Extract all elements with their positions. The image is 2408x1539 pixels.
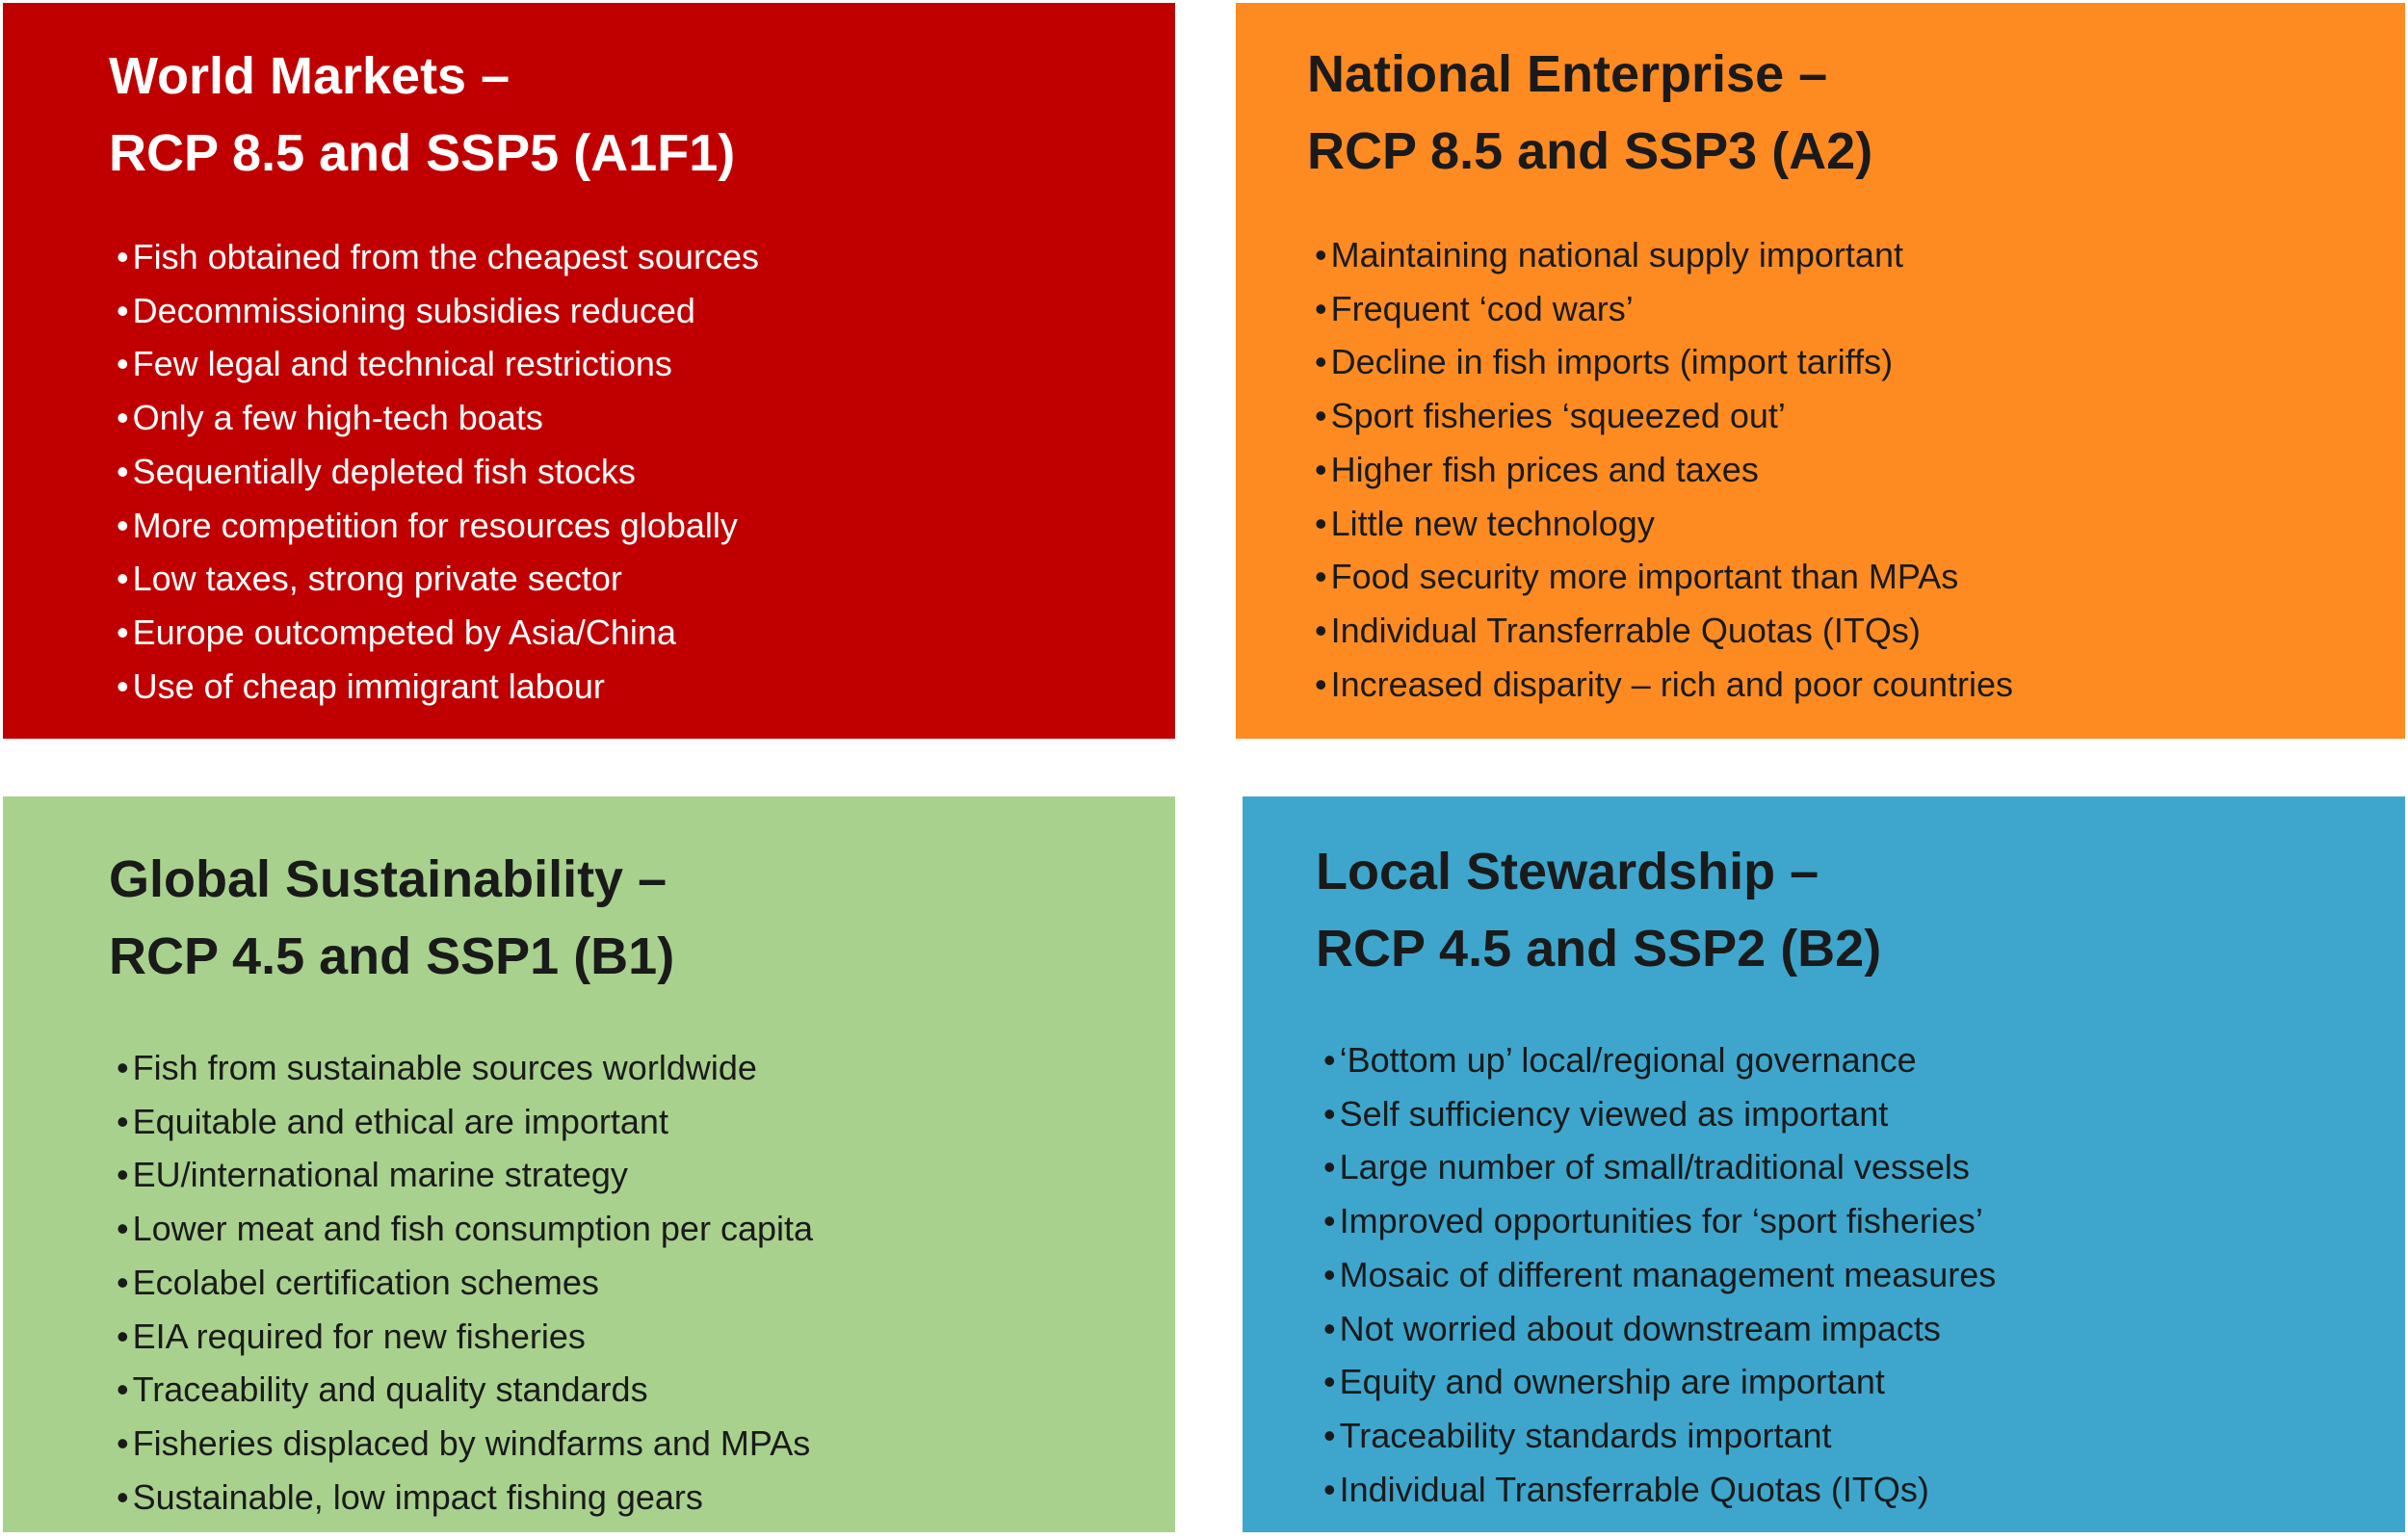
bullet-item: Fish from sustainable sources worldwide xyxy=(117,1041,1175,1095)
bullet-item: Equity and ownership are important xyxy=(1323,1355,2405,1409)
bullet-item: Ecolabel certification schemes xyxy=(117,1256,1175,1310)
bullet-list: Fish obtained from the cheapest sourcesD… xyxy=(117,230,1175,713)
scenario-heading: Local Stewardship – xyxy=(1316,843,1819,900)
scenario-box: Global Sustainability – RCP 4.5 and SSP1 … xyxy=(3,796,1175,1532)
bullet-item: Sequentially depleted fish stocks xyxy=(117,445,1175,499)
bullet-item: Large number of small/traditional vessel… xyxy=(1323,1140,2405,1194)
scenario-box: World Markets – RCP 8.5 and SSP5 (A1F1) Fi… xyxy=(3,3,1175,739)
bullet-item: Frequent ‘cod wars’ xyxy=(1315,282,2405,336)
bullet-list: ‘Bottom up’ local/regional governanceSel… xyxy=(1323,1033,2405,1516)
bullet-item: Not worried about downstream impacts xyxy=(1323,1302,2405,1356)
bullet-item: Little new technology xyxy=(1315,497,2405,551)
bullet-item: ‘Bottom up’ local/regional governance xyxy=(1323,1033,2405,1087)
scenario-box: National Enterprise – RCP 8.5 and SSP3 (A… xyxy=(1236,3,2405,739)
bullet-item: Self sufficiency viewed as important xyxy=(1323,1087,2405,1141)
scenario-subheading: RCP 8.5 and SSP5 (A1F1) xyxy=(109,124,736,182)
bullet-item: Traceability standards important xyxy=(1323,1409,2405,1463)
bullet-item: Mosaic of different management measures xyxy=(1323,1248,2405,1302)
bullet-item: EIA required for new fisheries xyxy=(117,1310,1175,1364)
bullet-item: Maintaining national supply important xyxy=(1315,228,2405,282)
scenario-subheading: RCP 4.5 and SSP1 (B1) xyxy=(109,927,675,985)
bullet-item: Only a few high-tech boats xyxy=(117,391,1175,445)
bullet-item: Lower meat and fish consumption per capi… xyxy=(117,1202,1175,1256)
bullet-list: Maintaining national supply importantFre… xyxy=(1315,228,2405,711)
bullet-list: Fish from sustainable sources worldwideE… xyxy=(117,1041,1175,1524)
bullet-item: Individual Transferrable Quotas (ITQs) xyxy=(1323,1463,2405,1517)
bullet-item: Increased disparity – rich and poor coun… xyxy=(1315,658,2405,712)
bullet-item: Sport fisheries ‘squeezed out’ xyxy=(1315,389,2405,443)
bullet-item: Individual Transferrable Quotas (ITQs) xyxy=(1315,604,2405,658)
bullet-item: Low taxes, strong private sector xyxy=(117,552,1175,606)
scenario-subheading: RCP 8.5 and SSP3 (A2) xyxy=(1307,122,1873,180)
bullet-item: Fish obtained from the cheapest sources xyxy=(117,230,1175,284)
bullet-item: Equitable and ethical are important xyxy=(117,1095,1175,1149)
bullet-item: More competition for resources globally xyxy=(117,499,1175,553)
scenario-heading: National Enterprise – xyxy=(1307,45,1828,103)
scenario-box: Local Stewardship – RCP 4.5 and SSP2 (B2)… xyxy=(1243,796,2405,1532)
scenario-heading: Global Sustainability – xyxy=(109,850,667,908)
bullet-item: EU/international marine strategy xyxy=(117,1148,1175,1202)
bullet-item: Traceability and quality standards xyxy=(117,1363,1175,1417)
scenario-subheading: RCP 4.5 and SSP2 (B2) xyxy=(1316,920,1882,978)
bullet-item: Decommissioning subsidies reduced xyxy=(117,284,1175,338)
bullet-item: Europe outcompeted by Asia/China xyxy=(117,606,1175,660)
bullet-item: Food security more important than MPAs xyxy=(1315,550,2405,604)
scenario-heading: World Markets – xyxy=(109,47,510,105)
bullet-item: Sustainable, low impact fishing gears xyxy=(117,1471,1175,1525)
bullet-item: Improved opportunities for ‘sport fisher… xyxy=(1323,1194,2405,1248)
bullet-item: Decline in fish imports (import tariffs) xyxy=(1315,335,2405,389)
bullet-item: Higher fish prices and taxes xyxy=(1315,443,2405,497)
bullet-item: Few legal and technical restrictions xyxy=(117,337,1175,391)
bullet-item: Fisheries displaced by windfarms and MPA… xyxy=(117,1417,1175,1471)
bullet-item: Use of cheap immigrant labour xyxy=(117,660,1175,714)
